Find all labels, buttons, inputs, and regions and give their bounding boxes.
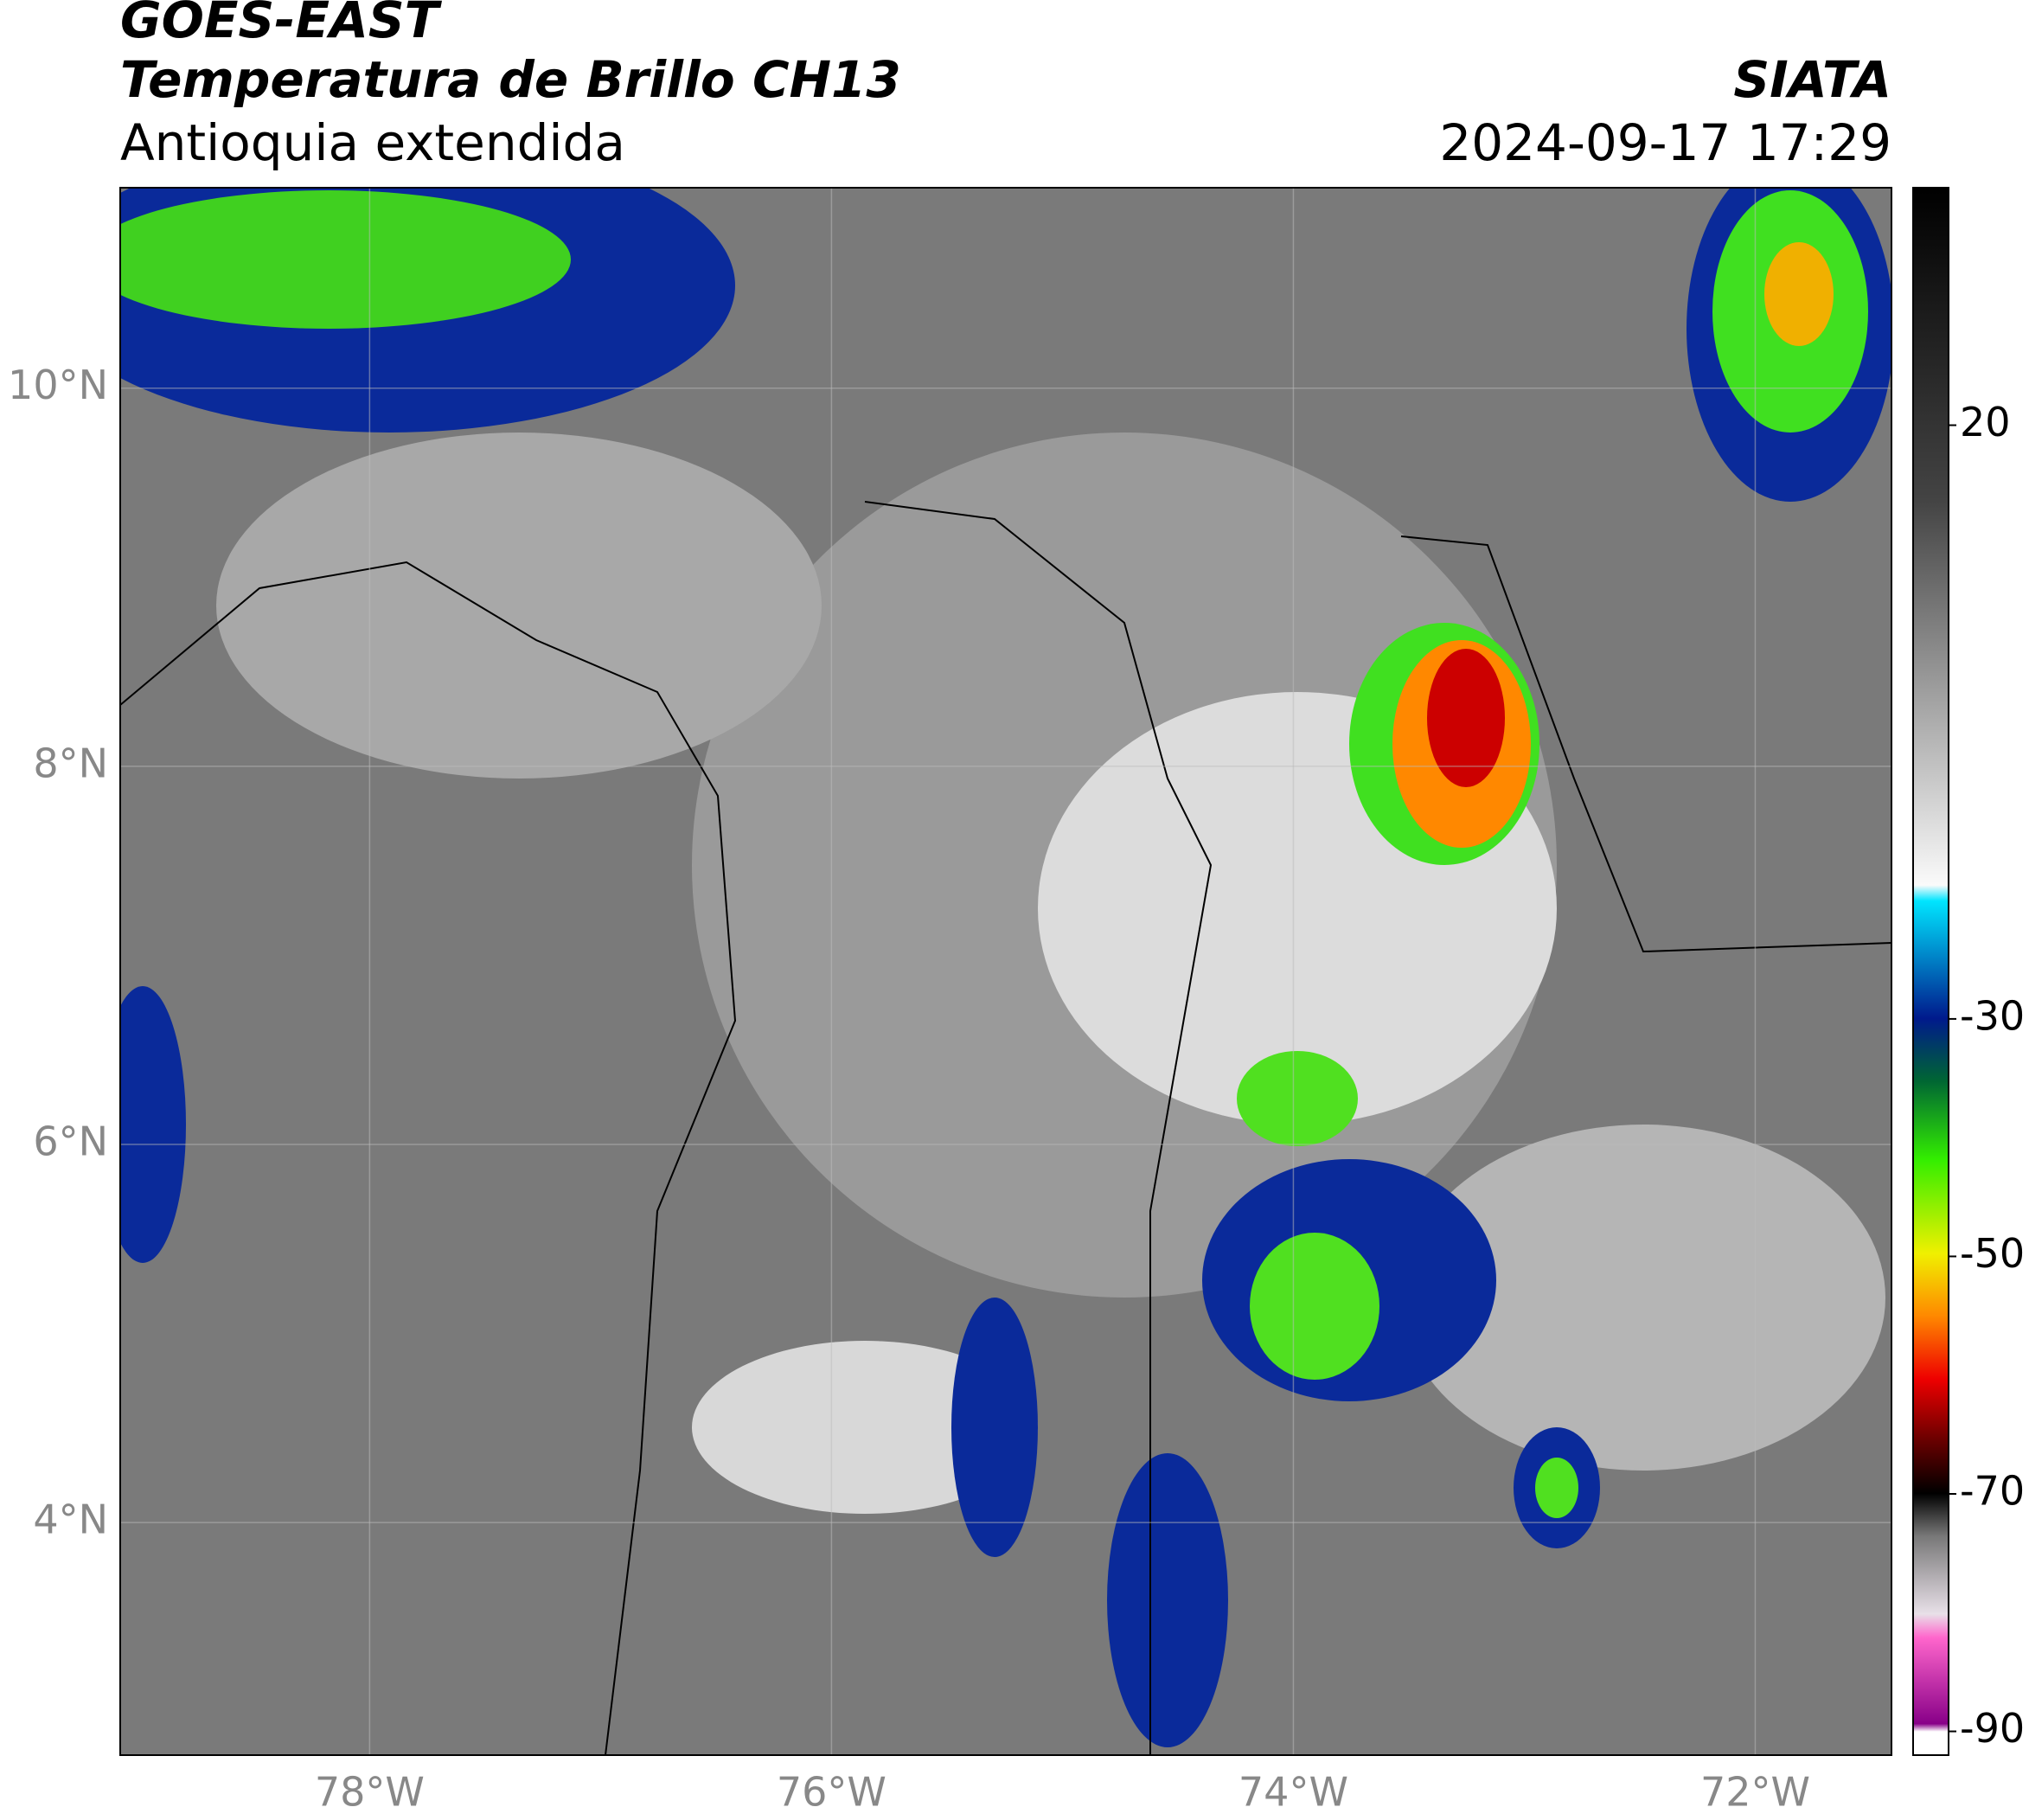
title-line2: Temperatura de Brillo CH13 xyxy=(120,50,901,109)
colorbar-tick-label: -30 xyxy=(1960,992,2025,1039)
satellite-image xyxy=(120,188,1891,1755)
y-tick-label: 10°N xyxy=(8,362,108,408)
colorbar-tick-label: -70 xyxy=(1960,1468,2025,1515)
colorbar xyxy=(1912,187,1949,1756)
source: SIATA xyxy=(1733,50,1891,109)
y-tick-label: 6°N xyxy=(33,1118,108,1164)
colorbar-tick-label: 20 xyxy=(1960,399,2011,445)
x-tick-label: 74°W xyxy=(1239,1769,1348,1816)
y-tick-label: 4°N xyxy=(33,1496,108,1543)
map-frame xyxy=(119,187,1892,1756)
subtitle: Antioquia extendida xyxy=(120,113,625,172)
y-tick-label: 8°N xyxy=(33,740,108,786)
colorbar-tick-label: -90 xyxy=(1960,1705,2025,1752)
x-tick-label: 78°W xyxy=(315,1769,425,1816)
x-tick-label: 72°W xyxy=(1700,1769,1810,1816)
colorbar-tick-label: -50 xyxy=(1960,1230,2025,1277)
datetime: 2024-09-17 17:29 xyxy=(1439,113,1891,172)
grid xyxy=(120,188,1891,1755)
title-line1: GOES-EAST xyxy=(120,0,443,49)
x-tick-label: 76°W xyxy=(777,1769,886,1816)
